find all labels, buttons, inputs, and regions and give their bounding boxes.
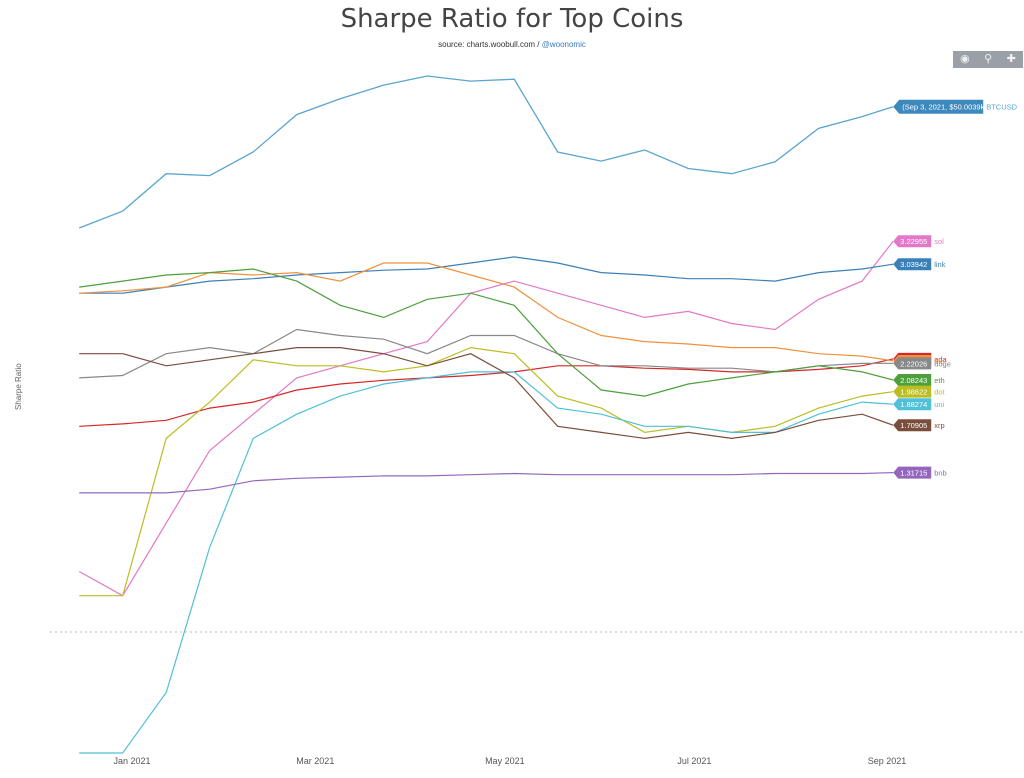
series-line-btc[interactable] (79, 262, 894, 362)
series-name-dot: dot (934, 388, 945, 397)
camera-icon[interactable]: ◉ (960, 53, 970, 65)
series-line-doge[interactable] (79, 328, 894, 379)
series-line-sol[interactable] (78, 240, 894, 597)
value-label-eth: 2.08243 (900, 376, 927, 385)
chart-title: Sharpe Ratio for Top Coins (340, 4, 684, 34)
series-name-bnb: bnb (934, 469, 947, 478)
series-name-sol: sol (934, 237, 944, 246)
x-tick-label: Sep 2021 (868, 756, 907, 766)
source-credit: source: charts.woobull.com / @woonomic (0, 40, 1024, 49)
value-tag-link (893, 258, 932, 271)
series-name-eth: eth (934, 376, 944, 385)
btcusd-series-name: BTCUSD (986, 103, 1017, 112)
value-label-dot: 1.98622 (900, 388, 927, 397)
btcusd-price-line[interactable] (78, 75, 894, 229)
series-line-ada[interactable] (79, 358, 894, 427)
value-label-sol: 3.22955 (900, 237, 927, 246)
x-tick-label: Jul 2021 (677, 756, 711, 766)
series-name-link: link (934, 260, 946, 269)
value-tag-eth (893, 374, 932, 387)
value-label-xrp: 1.70905 (900, 421, 927, 430)
pan-icon[interactable]: ✚ (1006, 53, 1016, 65)
series-line-bnb[interactable] (79, 472, 894, 494)
series-line-uni[interactable] (79, 371, 894, 754)
btcusd-hover-value: (Sep 3, 2021, $50.0039k) (902, 103, 987, 112)
value-tag-bnb (893, 466, 932, 479)
x-tick-label: May 2021 (485, 756, 525, 766)
x-tick-label: Mar 2021 (296, 756, 334, 766)
value-label-bnb: 1.31715 (900, 469, 927, 478)
source-handle-link[interactable]: @woonomic (541, 40, 586, 49)
value-tag-xrp (893, 419, 932, 432)
series-line-link[interactable] (79, 256, 894, 294)
series-line-xrp[interactable] (79, 347, 894, 440)
series-line-dot[interactable] (79, 346, 894, 597)
series-name-xrp: xrp (934, 421, 944, 430)
source-prefix: source: charts.woobull.com / (438, 40, 542, 49)
series-name-ada: ada (934, 355, 947, 364)
series-name-btc: btc (934, 357, 944, 366)
btcusd-hover-tag (893, 99, 984, 114)
series-line-eth[interactable] (79, 268, 894, 397)
value-label-link: 3.03942 (900, 260, 927, 269)
x-tick-label: Jan 2021 (113, 756, 150, 766)
series-name-doge: doge (934, 359, 951, 368)
value-tag-sol (893, 235, 932, 248)
series-name-uni: uni (934, 400, 944, 409)
value-label-doge: 2.22026 (900, 359, 927, 368)
zoom-icon[interactable]: ⚲ (984, 53, 993, 65)
value-tag-uni (893, 398, 932, 411)
modebar: ◉ ⚲ ✚ (953, 51, 1023, 68)
value-tag-doge (893, 357, 932, 370)
value-label-uni: 1.88274 (900, 400, 927, 409)
value-tag-dot (893, 385, 932, 398)
